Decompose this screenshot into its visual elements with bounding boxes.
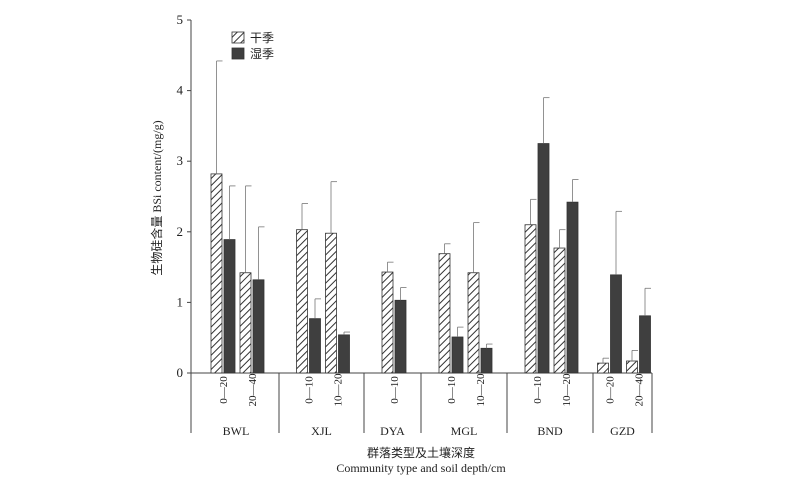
bar-wet-season xyxy=(394,299,407,374)
bar-wet-season xyxy=(480,347,493,374)
bar-dry-season xyxy=(626,360,638,374)
depth-tick-label: 0—10 xyxy=(446,376,458,404)
group-label: XJL xyxy=(311,424,332,438)
x-axis-title-cn: 群落类型及土壤深度 xyxy=(367,445,475,460)
bar-wet-season xyxy=(639,315,651,374)
group-label: BND xyxy=(537,424,563,438)
legend-label-dry: 干季 xyxy=(250,31,274,45)
depth-tick-label: 10—20 xyxy=(561,373,573,407)
bar-wet-season xyxy=(537,143,550,374)
legend-swatch-dry xyxy=(231,31,245,44)
bar-wet-season xyxy=(252,279,265,374)
bar-wet-season xyxy=(566,201,579,374)
bar-wet-season xyxy=(223,239,236,374)
group-label: DYA xyxy=(380,424,405,438)
depth-tick-label: 20—40 xyxy=(247,373,259,407)
bar-dry-season xyxy=(296,229,308,374)
depth-tick-label: 0—20 xyxy=(605,376,617,404)
depth-tick-label: 10—20 xyxy=(333,373,345,407)
bar-dry-season xyxy=(524,224,537,374)
x-axis-title-en: Community type and soil depth/cm xyxy=(336,461,506,475)
y-axis-title: 生物硅含量 BSi content/(mg/g) xyxy=(149,120,164,275)
legend-swatch-wet xyxy=(231,47,245,60)
y-tick-label: 2 xyxy=(177,224,184,239)
bar-wet-season xyxy=(610,274,622,374)
bar-wet-season xyxy=(338,334,350,374)
bar-dry-season xyxy=(553,247,566,374)
bar-wet-season xyxy=(451,336,464,374)
depth-tick-label: 10—20 xyxy=(475,373,487,407)
group-label: BWL xyxy=(223,424,250,438)
depth-tick-label: 0—10 xyxy=(389,376,401,404)
bar-dry-season xyxy=(325,232,337,374)
bar-dry-season xyxy=(597,362,609,374)
depth-tick-label: 20—40 xyxy=(634,373,646,407)
y-tick-label: 4 xyxy=(177,83,184,98)
y-tick-label: 0 xyxy=(177,365,184,380)
bar-dry-season xyxy=(438,253,451,374)
y-tick-label: 1 xyxy=(177,294,184,309)
depth-tick-label: 0—10 xyxy=(304,376,316,404)
y-tick-label: 5 xyxy=(177,12,184,27)
bar-dry-season xyxy=(239,272,252,374)
legend: 干季 湿季 xyxy=(231,31,274,61)
depth-tick-label: 0—20 xyxy=(218,376,230,404)
bar-dry-season xyxy=(467,272,480,374)
bar-wet-season xyxy=(309,318,321,374)
legend-label-wet: 湿季 xyxy=(250,46,274,61)
bar-dry-season xyxy=(381,271,394,374)
y-tick-label: 3 xyxy=(177,153,184,168)
group-label: GZD xyxy=(610,424,635,438)
depth-tick-label: 0—10 xyxy=(532,376,544,404)
bar-dry-season xyxy=(210,173,223,374)
group-label: MGL xyxy=(451,424,478,438)
